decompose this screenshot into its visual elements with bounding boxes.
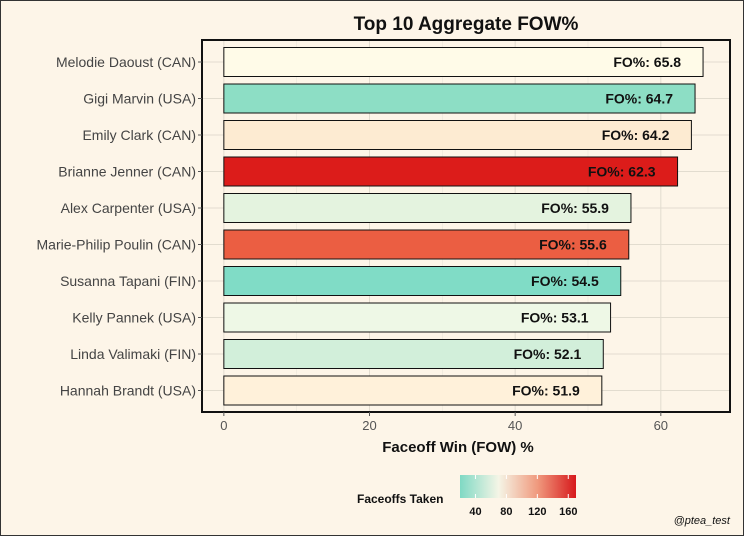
bar-value-label: FO%: 55.9 (541, 200, 609, 216)
bar (223, 156, 679, 187)
bar (223, 83, 696, 114)
credit-caption: @ptea_test (674, 515, 731, 527)
bar (223, 302, 612, 333)
bar-value-label: FO%: 55.6 (539, 237, 607, 253)
plot-panel (201, 39, 731, 413)
category-label: Kelly Pannek (USA) (72, 310, 196, 326)
bar-value-label: FO%: 51.9 (512, 383, 580, 399)
legend-title: Faceoffs Taken (357, 492, 443, 506)
bars: FO%: 65.8 FO%: 64.7 FO%: 64.2 FO%: 62.3 FO%:… (223, 47, 704, 406)
x-tick-label: 20 (362, 418, 376, 433)
category-label: Melodie Daoust (CAN) (56, 54, 196, 70)
bar (223, 120, 692, 150)
x-tick-label: 40 (508, 418, 522, 433)
bar (223, 193, 632, 223)
bar (223, 47, 704, 77)
legend-tick-label: 160 (559, 506, 577, 518)
x-tick-label: 60 (654, 418, 668, 433)
category-label: Gigi Marvin (USA) (83, 91, 196, 107)
category-label: Marie-Philip Poulin (CAN) (37, 237, 197, 253)
category-labels: Melodie Daoust (CAN) Gigi Marvin (USA) Emi… (37, 54, 202, 399)
bar (223, 375, 603, 406)
bar-value-label: FO%: 62.3 (588, 164, 656, 180)
bar (223, 266, 622, 296)
bar (223, 229, 630, 260)
legend-tick-label: 120 (528, 506, 546, 518)
category-label: Brianne Jenner (CAN) (58, 164, 196, 180)
x-axis-label: Faceoff Win (FOW) % (382, 439, 534, 456)
bar-value-label: FO%: 64.2 (602, 127, 670, 143)
legend-tick-label: 40 (469, 506, 481, 518)
chart-title: Top 10 Aggregate FOW% (354, 14, 579, 35)
category-label: Hannah Brandt (USA) (60, 383, 196, 399)
legend-colorbar (460, 475, 576, 498)
category-label: Alex Carpenter (USA) (61, 200, 196, 216)
x-axis-ticks: 0 20 40 60 (220, 412, 668, 433)
bar (223, 339, 604, 369)
legend-ticks: 40 80 120 160 (469, 475, 577, 518)
legend: Faceoffs Taken 40 80 120 160 (357, 475, 577, 518)
bar-value-label: FO%: 64.7 (605, 91, 673, 107)
bar-value-label: FO%: 54.5 (531, 273, 599, 289)
legend-tick-label: 80 (500, 506, 512, 518)
x-tick-label: 0 (220, 418, 227, 433)
category-label: Linda Valimaki (FIN) (70, 346, 196, 362)
bar-value-label: FO%: 65.8 (613, 54, 681, 70)
category-label: Susanna Tapani (FIN) (60, 273, 196, 289)
bar-value-label: FO%: 52.1 (514, 346, 582, 362)
bar-value-label: FO%: 53.1 (521, 310, 589, 326)
category-label: Emily Clark (CAN) (82, 127, 196, 143)
